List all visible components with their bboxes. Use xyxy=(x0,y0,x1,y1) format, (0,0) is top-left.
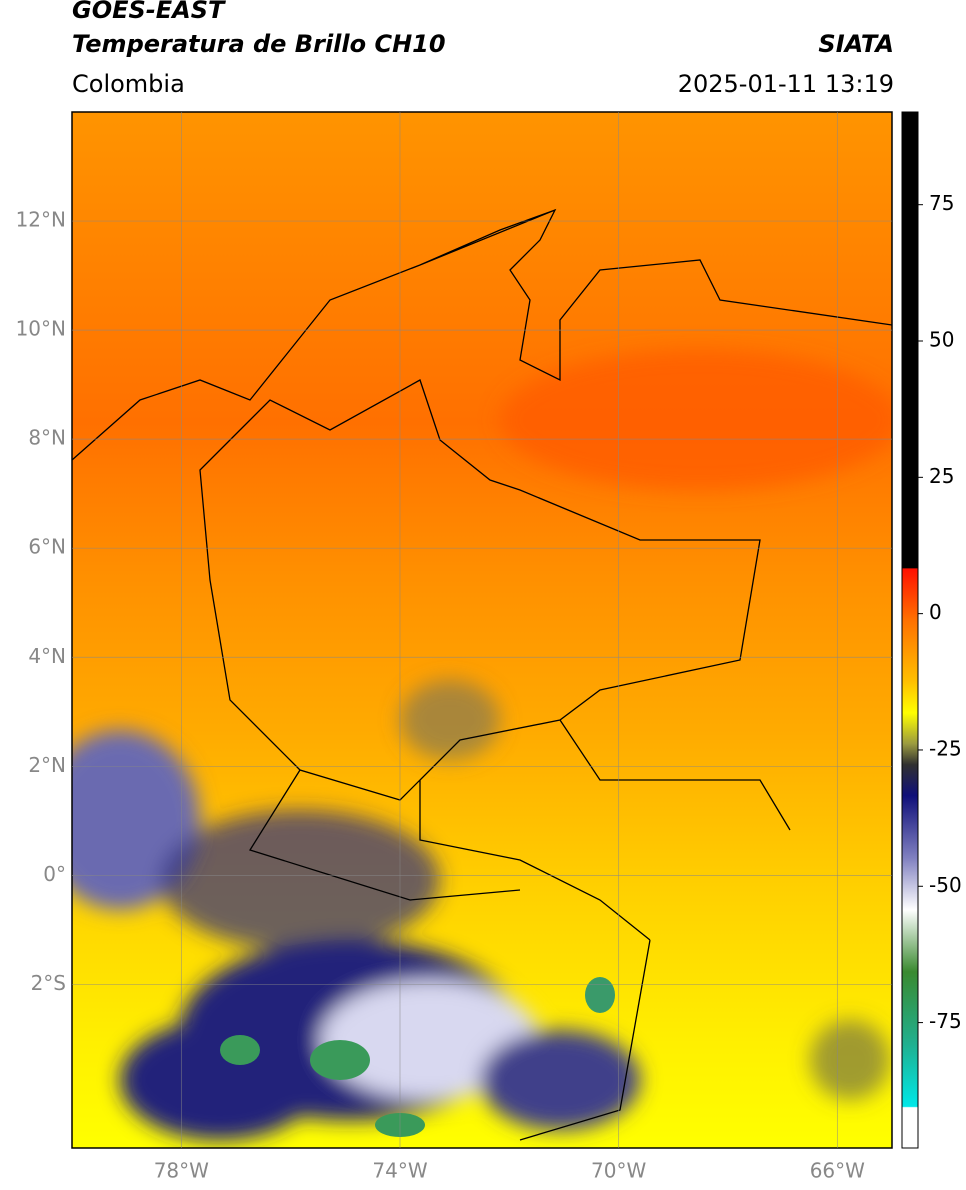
colorbar-tick-label: 75 xyxy=(929,191,954,215)
lat-tick-label: 6°N xyxy=(28,535,66,559)
lon-tick-label: 78°W xyxy=(154,1159,209,1183)
colorbar xyxy=(901,111,919,1149)
lat-tick-label: 8°N xyxy=(28,426,66,450)
lon-tick-label: 74°W xyxy=(372,1159,427,1183)
map-frame xyxy=(71,111,893,1149)
datetime: 2025-01-11 13:19 xyxy=(677,70,894,98)
source: SIATA xyxy=(818,30,894,58)
colorbar-tick-label: -75 xyxy=(929,1009,962,1033)
product-title: Temperatura de Brillo CH10 xyxy=(72,30,446,58)
lat-tick-label: 0° xyxy=(43,862,66,886)
lon-tick-label: 66°W xyxy=(810,1159,865,1183)
colorbar-tick-label: 0 xyxy=(929,600,942,624)
colorbar-tick-label: -25 xyxy=(929,736,962,760)
colorbar-tick-label: 50 xyxy=(929,328,954,352)
lat-tick-label: 2°N xyxy=(28,753,66,777)
lat-tick-label: 12°N xyxy=(16,208,66,232)
lat-tick-label: 4°N xyxy=(28,644,66,668)
colorbar-tick-label: -50 xyxy=(929,873,962,897)
satellite-title: GOES-EAST xyxy=(72,0,225,24)
lat-tick-label: 10°N xyxy=(16,317,66,341)
satellite-image xyxy=(72,112,892,1148)
colorbar-tick-label: 25 xyxy=(929,464,954,488)
region: Colombia xyxy=(72,70,185,98)
lon-tick-label: 70°W xyxy=(591,1159,646,1183)
lat-tick-label: 2°S xyxy=(31,971,66,995)
